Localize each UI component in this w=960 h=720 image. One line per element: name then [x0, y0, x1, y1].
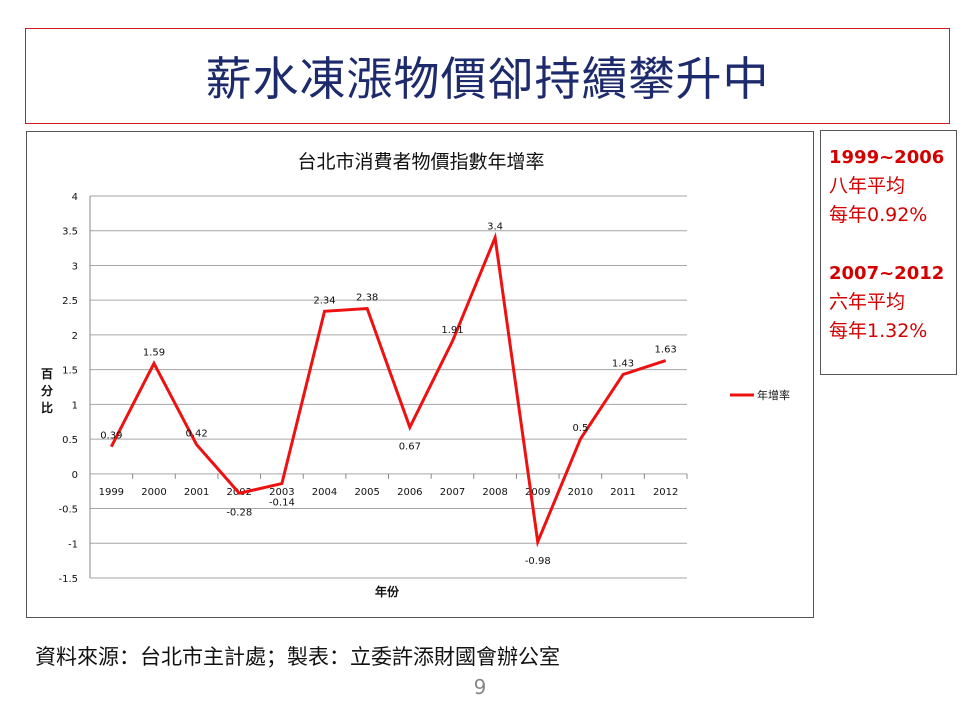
x-tick-label: 2009 — [525, 487, 550, 498]
y-tick-label: -1.5 — [58, 574, 78, 585]
y-tick-label: 1.5 — [62, 366, 78, 377]
data-label: -0.28 — [226, 507, 252, 518]
x-tick-label: 2011 — [610, 487, 635, 498]
note-period-2: 2007~2012 — [829, 263, 945, 284]
note-line-2a: 六年平均 — [829, 291, 906, 313]
x-axis-label: 年份 — [375, 584, 400, 599]
y-tick-label: -0.5 — [58, 505, 78, 516]
x-tick-label: 2001 — [184, 487, 209, 498]
data-label: 2.38 — [356, 293, 378, 304]
data-label: 0.67 — [399, 441, 421, 452]
data-label: 0.39 — [100, 431, 122, 442]
chart-frame: 台北市消費者物價指數年增率 4 3.5 3 2.5 2 1.5 1 0.5 0 -0.5 -1 -1.… — [26, 131, 814, 618]
x-tick-label: 1999 — [99, 487, 124, 498]
x-tick-label: 2012 — [653, 487, 678, 498]
data-labels: 0.39 1.59 0.42 -0.28 -0.14 2.34 2.38 0.67 1.91 3.… — [100, 222, 677, 567]
y-tick-label: 4 — [72, 192, 78, 203]
data-label: 2.34 — [313, 295, 335, 306]
gridlines — [89, 195, 688, 579]
y-axis-label-char: 比 — [41, 400, 53, 415]
data-label: 3.4 — [487, 222, 503, 233]
series-line-nianzenglv — [109, 231, 667, 548]
x-tick-label: 2006 — [397, 487, 422, 498]
x-tick-label: 2007 — [440, 487, 465, 498]
y-tick-label: 3 — [72, 261, 78, 272]
y-tick-label: 3.5 — [62, 227, 78, 238]
x-tick-label: 2004 — [312, 487, 337, 498]
y-axis-label-char: 百 — [41, 367, 53, 381]
data-label: -0.98 — [525, 556, 551, 567]
y-tick-labels: 4 3.5 3 2.5 2 1.5 1 0.5 0 -0.5 -1 -1.5 — [58, 192, 78, 585]
note-period-1: 1999~2006 — [829, 147, 945, 168]
note-line-2b: 每年1.32% — [829, 320, 928, 342]
legend-label: 年增率 — [757, 388, 790, 402]
y-tick-label: 0.5 — [62, 435, 78, 446]
y-axis-label: 百分比 — [41, 367, 53, 415]
title-box: 薪水凍漲物價卻持續攀升中 — [25, 28, 950, 124]
y-tick-label: 2 — [72, 331, 78, 342]
y-axis-label-char: 分 — [41, 383, 53, 398]
series-line — [109, 231, 667, 548]
x-tick-label: 2008 — [482, 487, 507, 498]
slide-title: 薪水凍漲物價卻持續攀升中 — [205, 52, 770, 106]
average-note-box: 1999~2006 八年平均 每年0.92% 2007~2012 六年平均 每年… — [820, 130, 957, 375]
y-tick-label: 1 — [72, 400, 78, 411]
x-tick-label: 2003 — [269, 487, 294, 498]
data-label: 1.59 — [143, 347, 165, 358]
note-line-1a: 八年平均 — [829, 175, 906, 197]
data-label: 1.43 — [612, 358, 634, 369]
data-label: 0.42 — [185, 429, 207, 440]
legend: 年增率 — [730, 388, 790, 402]
y-tick-label: -1 — [68, 539, 78, 550]
x-tick-label: 2010 — [568, 487, 593, 498]
data-label: 0.5 — [572, 423, 588, 434]
y-tick-label: 2.5 — [62, 296, 78, 307]
note-line-1b: 每年0.92% — [829, 204, 928, 226]
data-label: 1.63 — [655, 345, 677, 356]
x-tick-label: 2000 — [141, 487, 166, 498]
y-tick-label: 0 — [72, 470, 78, 481]
line-chart: 台北市消費者物價指數年增率 4 3.5 3 2.5 2 1.5 1 0.5 0 -0.5 -1 -1.… — [41, 151, 790, 599]
x-tick-labels: 1999 2000 2001 2002 2003 2004 2005 2006 2007 2008… — [99, 487, 679, 498]
chart-title: 台北市消費者物價指數年增率 — [297, 151, 544, 173]
source-note: 資料來源：台北市主計處；製表：立委許添財國會辦公室 — [35, 645, 560, 669]
x-tick-label: 2005 — [354, 487, 379, 498]
page-number: 9 — [473, 675, 487, 699]
data-label: 1.91 — [441, 325, 463, 336]
data-label: -0.14 — [269, 498, 295, 509]
